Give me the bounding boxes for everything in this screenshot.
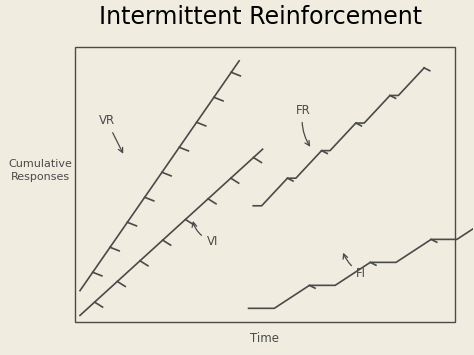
Text: Cumulative
Responses: Cumulative Responses (8, 159, 72, 182)
Text: VI: VI (192, 222, 218, 248)
Text: Intermittent Reinforcement: Intermittent Reinforcement (99, 5, 422, 29)
Text: Time: Time (250, 332, 280, 345)
Text: FR: FR (295, 104, 310, 146)
Text: FI: FI (343, 254, 366, 279)
Text: VR: VR (99, 114, 123, 153)
Bar (75, 47, 455, 322)
